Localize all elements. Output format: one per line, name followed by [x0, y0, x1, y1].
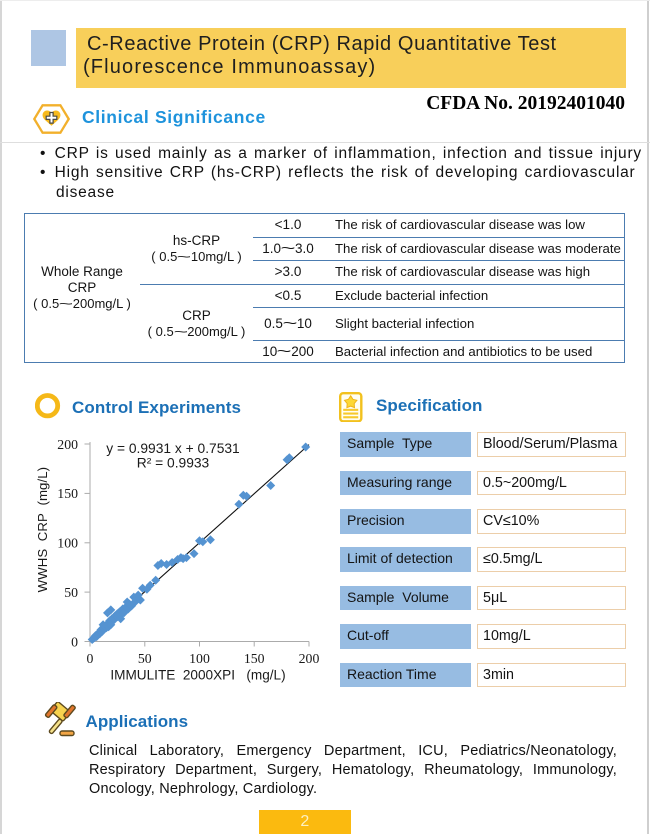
- svg-text:WWHS CRP (mg/L): WWHS CRP (mg/L): [35, 467, 50, 593]
- svg-text:200: 200: [299, 651, 320, 666]
- svg-text:R² = 0.9933: R² = 0.9933: [137, 455, 210, 470]
- svg-text:100: 100: [57, 536, 78, 551]
- svg-text:150: 150: [244, 651, 265, 666]
- svg-text:150: 150: [57, 486, 78, 501]
- svg-text:50: 50: [64, 585, 78, 600]
- svg-text:50: 50: [138, 651, 152, 666]
- svg-text:100: 100: [189, 651, 210, 666]
- svg-text:0: 0: [87, 651, 94, 666]
- svg-text:y = 0.9931 x + 0.7531: y = 0.9931 x + 0.7531: [106, 441, 239, 456]
- svg-text:IMMULITE 2000XPI (mg/L): IMMULITE 2000XPI (mg/L): [110, 668, 285, 683]
- svg-text:200: 200: [57, 437, 78, 452]
- svg-text:0: 0: [71, 634, 78, 649]
